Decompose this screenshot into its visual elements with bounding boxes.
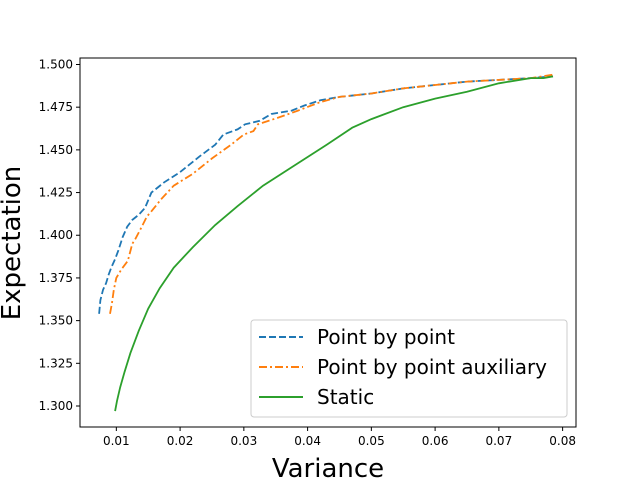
x-tick-label: 0.03 <box>230 434 257 448</box>
x-tick-label: 0.01 <box>103 434 130 448</box>
y-tick-label: 1.500 <box>39 57 73 71</box>
plot-frame <box>79 57 577 428</box>
y-tick-label: 1.325 <box>39 356 73 370</box>
x-tick-label: 0.02 <box>167 434 194 448</box>
x-tick-label: 0.06 <box>422 434 449 448</box>
y-tick-label: 1.475 <box>39 100 73 114</box>
y-tick-label: 1.300 <box>39 399 73 413</box>
x-tick-label: 0.08 <box>549 434 576 448</box>
x-tick-label: 0.05 <box>358 434 385 448</box>
series-line-1 <box>98 75 554 314</box>
legend-box <box>250 319 568 418</box>
y-tick-label: 1.350 <box>39 314 73 328</box>
legend: Point by point Point by point auxiliary St… <box>250 319 568 418</box>
y-tick-label: 1.450 <box>39 143 73 157</box>
x-axis-title: Variance <box>272 454 384 480</box>
legend-label: Point by point auxiliary <box>317 355 547 379</box>
y-tick-label: 1.425 <box>39 186 73 200</box>
legend-label: Static <box>317 385 374 409</box>
y-axis: 1.300 1.325 1.350 1.375 1.400 1.425 1.450 1.475… <box>39 57 80 413</box>
x-tick-label: 0.07 <box>485 434 512 448</box>
y-axis-title: Expectation <box>0 166 27 321</box>
series-layer <box>98 73 554 412</box>
series-line-3 <box>114 75 554 412</box>
x-axis: 0.01 0.02 0.03 0.04 0.05 0.06 0.07 0.08 <box>103 427 576 448</box>
series-line-2 <box>109 73 554 314</box>
y-tick-label: 1.400 <box>39 228 73 242</box>
y-tick-label: 1.375 <box>39 271 73 285</box>
legend-label: Point by point <box>317 325 455 349</box>
x-tick-label: 0.04 <box>294 434 321 448</box>
